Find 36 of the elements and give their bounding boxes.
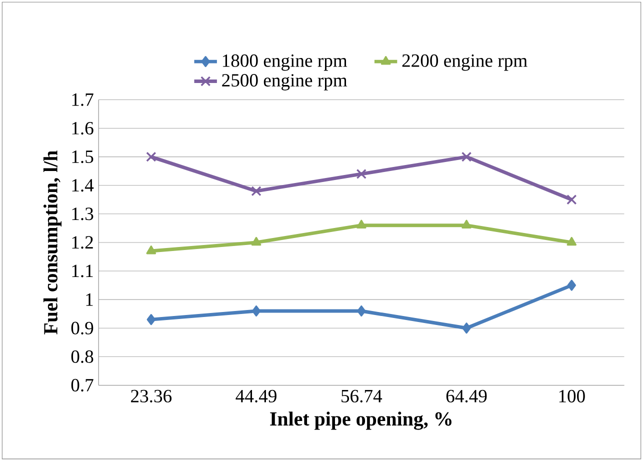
y-axis-title: Fuel consumption, l/h [43,150,62,334]
legend-label: 2200 engine rpm [402,54,528,71]
point [252,305,261,316]
y-tick-label: 1.7 [72,93,94,106]
point [462,220,472,228]
point [356,168,366,179]
y-tick-label: 1.1 [72,264,93,278]
point [356,220,366,228]
point [462,322,471,334]
legend-label: 1800 engine rpm [222,54,348,71]
x-tick-label: 44.49 [236,390,276,402]
x-tick-label: 23.36 [131,390,172,402]
x-axis-title: Inlet pipe opening, % [270,412,452,430]
y-tick-label: 1.2 [72,236,93,249]
y-tick-label: 1.4 [72,179,94,192]
x-tick-label: 56.74 [342,390,382,402]
y-tick-label: 0.7 [71,378,94,392]
point [146,314,156,326]
legend-label: 2500 engine rpm [222,74,348,90]
point [461,152,472,162]
y-tick-label: 1.3 [72,208,94,220]
y-tick-label: 0.9 [71,322,94,334]
y-tick-label: 1.5 [72,150,94,164]
point [357,305,366,316]
point [566,194,577,205]
y-tick-label: 1 [86,293,93,306]
y-tick-label: 1.6 [72,122,94,135]
point [251,186,262,196]
point [146,245,156,254]
point [567,280,576,291]
point [251,236,262,246]
point [146,152,156,162]
x-tick-label: 64.49 [446,390,487,402]
y-tick-label: 0.8 [71,350,94,363]
x-tick-label: 100 [559,390,585,402]
point [566,236,577,246]
